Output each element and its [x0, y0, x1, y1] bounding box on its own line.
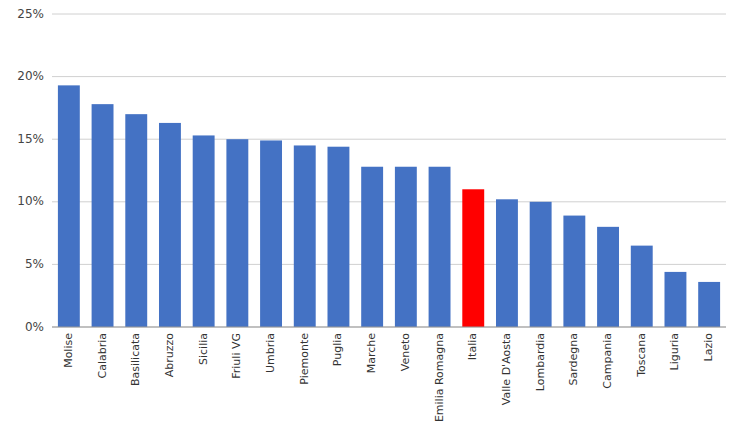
- x-tick-label: Molise: [62, 333, 75, 368]
- x-tick-label: Puglia: [331, 333, 344, 366]
- bar: [193, 135, 215, 327]
- bar: [563, 216, 585, 327]
- bar: [462, 189, 484, 327]
- y-tick-label: 15%: [17, 132, 44, 146]
- y-tick-label: 10%: [17, 194, 44, 208]
- y-grid: [52, 14, 726, 327]
- grid-line: [52, 76, 726, 77]
- bar: [530, 202, 552, 327]
- bar: [429, 167, 451, 327]
- x-tick-label: Emilia Romagna: [433, 333, 446, 422]
- grid-line: [52, 264, 726, 265]
- x-tick-label: Lazio: [702, 333, 715, 362]
- x-tick-labels: Molise Calabria Basilicata Abruzzo Sicilia Fr…: [62, 333, 715, 422]
- x-tick-label: Liguria: [668, 333, 681, 370]
- y-tick-label: 5%: [25, 257, 44, 271]
- grid-line: [52, 201, 726, 202]
- y-tick-label: 0%: [25, 320, 44, 334]
- x-axis-line: [52, 327, 726, 328]
- bar: [327, 147, 349, 327]
- x-tick-label: Toscana: [635, 333, 648, 378]
- x-tick-label: Piemonte: [298, 333, 311, 385]
- bar: [92, 104, 114, 327]
- x-tick-label: Umbria: [264, 333, 277, 373]
- x-tick-label: Friuli VG: [230, 333, 243, 379]
- bars: [58, 85, 720, 327]
- x-tick-label: Italia: [466, 333, 479, 360]
- grid-line: [52, 327, 726, 328]
- x-tick-label: Basilicata: [129, 333, 142, 386]
- bar: [698, 282, 720, 327]
- grid-line: [52, 139, 726, 140]
- x-tick-label: Valle D'Aosta: [500, 333, 513, 405]
- bar: [361, 167, 383, 327]
- bar: [226, 139, 248, 327]
- bar: [631, 246, 653, 327]
- bar: [260, 140, 282, 327]
- x-tick-label: Calabria: [96, 333, 109, 379]
- bar: [395, 167, 417, 327]
- bar: [597, 227, 619, 327]
- x-tick-label: Marche: [365, 333, 378, 374]
- chart-svg: 0% 5% 10% 15% 20% 25% Molise Calabria Basilicata…: [0, 0, 736, 429]
- y-tick-label: 25%: [17, 7, 44, 21]
- bar: [496, 199, 518, 327]
- bar: [294, 145, 316, 327]
- chart-container: 0% 5% 10% 15% 20% 25% Molise Calabria Basilicata…: [0, 0, 736, 429]
- x-tick-label: Sicilia: [197, 333, 210, 365]
- x-tick-label: Veneto: [399, 333, 412, 371]
- grid-line: [52, 14, 726, 15]
- x-tick-label: Campania: [601, 333, 614, 389]
- bar: [159, 123, 181, 327]
- y-tick-label: 20%: [17, 69, 44, 83]
- bar: [664, 272, 686, 327]
- x-tick-label: Abruzzo: [163, 333, 176, 378]
- bar: [58, 85, 80, 327]
- y-tick-labels: 0% 5% 10% 15% 20% 25%: [17, 7, 44, 334]
- x-tick-label: Lombardia: [534, 333, 547, 391]
- bar: [125, 114, 147, 327]
- x-tick-label: Sardegna: [567, 333, 580, 386]
